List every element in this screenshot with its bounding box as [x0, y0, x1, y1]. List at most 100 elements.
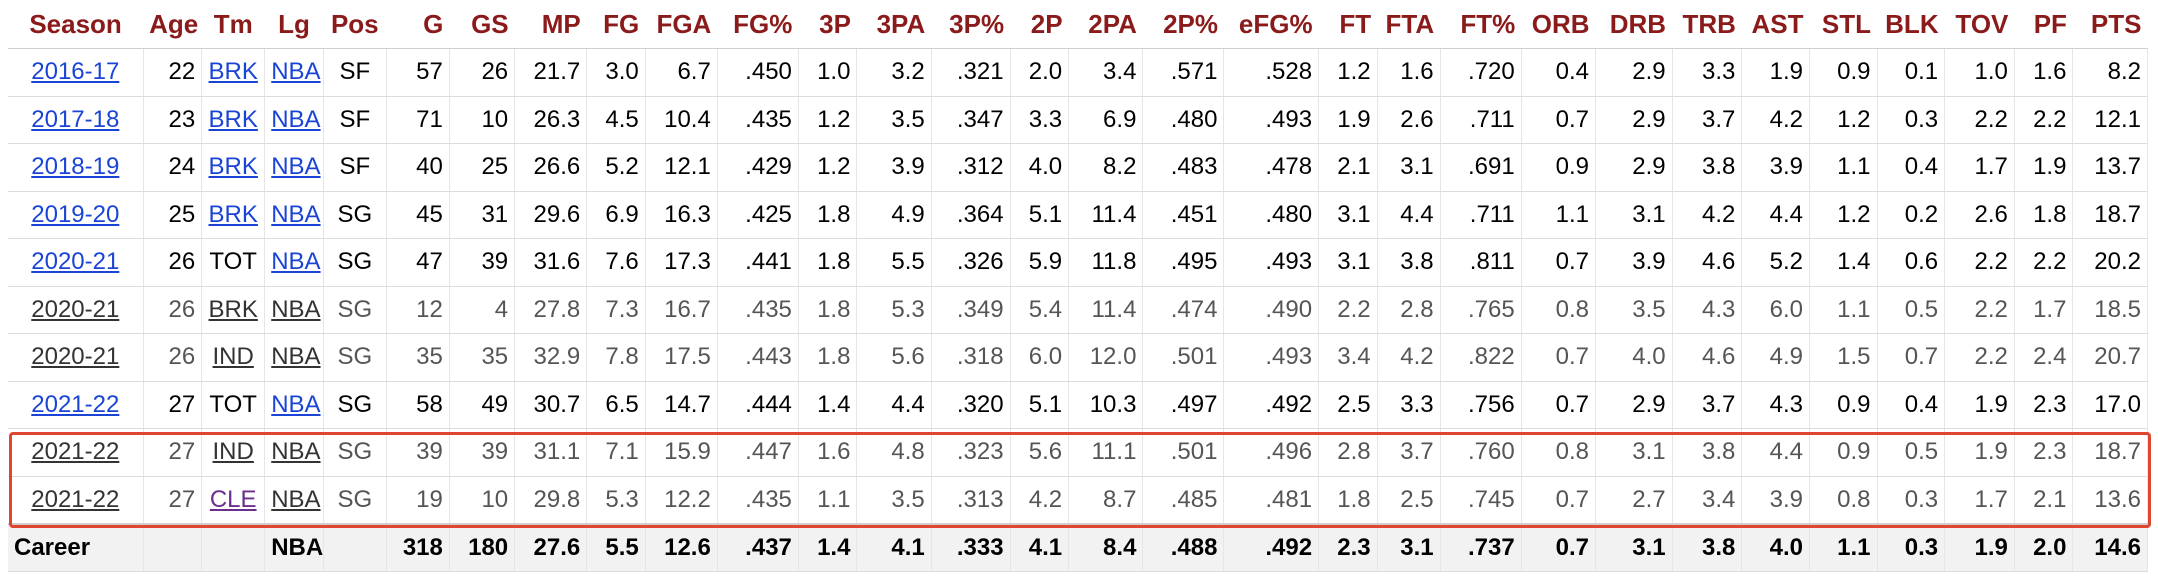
stat-p2a-cell: 3.4	[1068, 48, 1144, 97]
stat-orb-cell: 0.7	[1521, 96, 1597, 144]
team-link[interactable]: BRK	[208, 58, 258, 86]
league-link[interactable]: NBA	[271, 200, 321, 228]
league-link-cell: NBA	[264, 428, 324, 477]
column-header-trb[interactable]: TRB	[1672, 0, 1742, 49]
column-header-tm[interactable]: Tm	[201, 0, 265, 49]
stat-mp-cell: 26.3	[514, 96, 588, 144]
stat-ast-cell: 4.2	[1741, 96, 1810, 144]
column-header-blk[interactable]: BLK	[1877, 0, 1945, 49]
column-header-2p[interactable]: 2P	[1010, 0, 1069, 49]
stat-trb-cell: 3.4	[1672, 476, 1743, 524]
season-link[interactable]: 2021-22	[31, 485, 120, 513]
table-row: 2019-20 25 BRK NBA SG 45 31 29.6 6.9 16.3.425 1.8 4…	[8, 191, 2148, 239]
season-link[interactable]: 2021-22	[31, 438, 120, 466]
team-link[interactable]: IND	[212, 438, 254, 466]
team-link[interactable]: BRK	[208, 153, 258, 181]
league-link[interactable]: NBA	[271, 485, 321, 513]
stat-fta-cell: 3.3	[1377, 381, 1441, 429]
column-header-age[interactable]: Age	[143, 0, 202, 49]
column-header-ast[interactable]: AST	[1741, 0, 1810, 49]
league-link[interactable]: NBA	[271, 295, 321, 323]
table-row: 2021-22 27 TOT NBA SG 58 49 30.7 6.5 14.7.444 1.4 4…	[8, 381, 2148, 429]
league-link[interactable]: NBA	[271, 343, 321, 371]
stat-stl-cell: 1.1	[1809, 143, 1878, 192]
stat-mp-cell: 30.7	[514, 381, 588, 429]
column-header-pf[interactable]: PF	[2014, 0, 2073, 49]
column-header-ft[interactable]: FT	[1318, 0, 1378, 49]
column-header-drb[interactable]: DRB	[1595, 0, 1673, 49]
career-fg-pct-cell: .437	[717, 522, 799, 572]
league-link[interactable]: NBA	[271, 153, 321, 181]
team-link[interactable]: BRK	[208, 295, 258, 323]
column-header-season[interactable]: Season	[8, 0, 144, 49]
stat-fg-cell: 4.5	[586, 96, 646, 144]
stat-drb-cell: 2.9	[1595, 48, 1673, 97]
stat-mp-cell: 32.9	[514, 333, 588, 382]
season-link[interactable]: 2021-22	[31, 390, 120, 418]
column-header-pos[interactable]: Pos	[323, 0, 387, 49]
season-link[interactable]: 2020-21	[31, 343, 120, 371]
per-game-stats-table: Season Age Tm Lg Pos G GS MP FG FGA FG% 3P 3PA 3P% 2P 2…	[8, 0, 2148, 572]
stat-p3-pct-cell: .318	[931, 333, 1011, 382]
season-link[interactable]: 2017-18	[31, 105, 120, 133]
stat-ft-pct-cell: .745	[1440, 476, 1522, 524]
stat-fga-cell: 16.3	[645, 191, 718, 239]
career-tov-cell: 1.9	[1944, 522, 2015, 572]
table-row: 2020-21 26 BRK NBA SG 12 4 27.8 7.3 16.7.435 1.8 5.…	[8, 286, 2148, 334]
league-link[interactable]: NBA	[271, 58, 321, 86]
team-link[interactable]: BRK	[208, 105, 258, 133]
column-header-fg[interactable]: FG	[586, 0, 646, 49]
position-cell: SF	[323, 143, 387, 192]
stat-drb-cell: 4.0	[1595, 333, 1673, 382]
column-header-stl[interactable]: STL	[1809, 0, 1878, 49]
column-header-3pa[interactable]: 3PA	[856, 0, 932, 49]
column-header-2p-pct[interactable]: 2P%	[1142, 0, 1224, 49]
column-header-lg[interactable]: Lg	[264, 0, 324, 49]
column-header-fg-pct[interactable]: FG%	[717, 0, 799, 49]
season-link[interactable]: 2020-21	[31, 295, 120, 323]
column-header-gs[interactable]: GS	[449, 0, 515, 49]
stat-drb-cell: 2.9	[1595, 96, 1673, 144]
league-link[interactable]: NBA	[271, 248, 321, 276]
season-link-cell: 2019-20	[8, 191, 144, 239]
stat-p3-cell: 1.8	[798, 333, 858, 382]
season-link[interactable]: 2020-21	[31, 248, 120, 276]
career-p2-cell: 4.1	[1010, 522, 1070, 572]
stat-p2-pct-cell: .501	[1142, 428, 1225, 477]
column-header-g[interactable]: G	[386, 0, 450, 49]
column-header-ft-pct[interactable]: FT%	[1440, 0, 1522, 49]
team-link[interactable]: CLE	[209, 485, 257, 513]
stat-efg-pct-cell: .480	[1223, 191, 1320, 239]
column-header-fga[interactable]: FGA	[645, 0, 718, 49]
season-link[interactable]: 2016-17	[31, 58, 120, 86]
stat-fg-pct-cell: .444	[717, 381, 799, 429]
stat-g-cell: 58	[386, 381, 450, 429]
stat-p2-cell: 6.0	[1010, 333, 1070, 382]
team-link[interactable]: BRK	[208, 200, 258, 228]
league-link[interactable]: NBA	[271, 105, 321, 133]
season-link[interactable]: 2019-20	[31, 200, 120, 228]
stat-p3a-cell: 3.5	[856, 96, 932, 144]
table-row: 2016-17 22 BRK NBA SF 57 26 21.7 3.0 6.7.450 1.0 3.…	[8, 48, 2148, 97]
league-link-cell: NBA	[264, 238, 324, 287]
league-link[interactable]: NBA	[271, 390, 321, 418]
stat-ft-cell: 3.4	[1318, 333, 1378, 382]
position-cell: SG	[323, 238, 387, 287]
stat-fg-cell: 3.0	[586, 48, 646, 97]
column-header-3p[interactable]: 3P	[798, 0, 857, 49]
column-header-tov[interactable]: TOV	[1944, 0, 2015, 49]
column-header-fta[interactable]: FTA	[1377, 0, 1441, 49]
stat-p2-cell: 5.4	[1010, 286, 1070, 334]
column-header-2pa[interactable]: 2PA	[1068, 0, 1143, 49]
column-header-3p-pct[interactable]: 3P%	[931, 0, 1011, 49]
stat-p2-cell: 3.3	[1010, 96, 1070, 144]
season-link[interactable]: 2018-19	[31, 153, 120, 181]
column-header-efg-pct[interactable]: eFG%	[1223, 0, 1319, 49]
stat-ft-cell: 3.1	[1318, 191, 1378, 239]
column-header-pts[interactable]: PTS	[2072, 0, 2148, 49]
column-header-orb[interactable]: ORB	[1521, 0, 1596, 49]
league-link[interactable]: NBA	[271, 438, 321, 466]
column-header-mp[interactable]: MP	[514, 0, 587, 49]
position-cell: SG	[323, 333, 387, 382]
team-link[interactable]: IND	[212, 343, 254, 371]
